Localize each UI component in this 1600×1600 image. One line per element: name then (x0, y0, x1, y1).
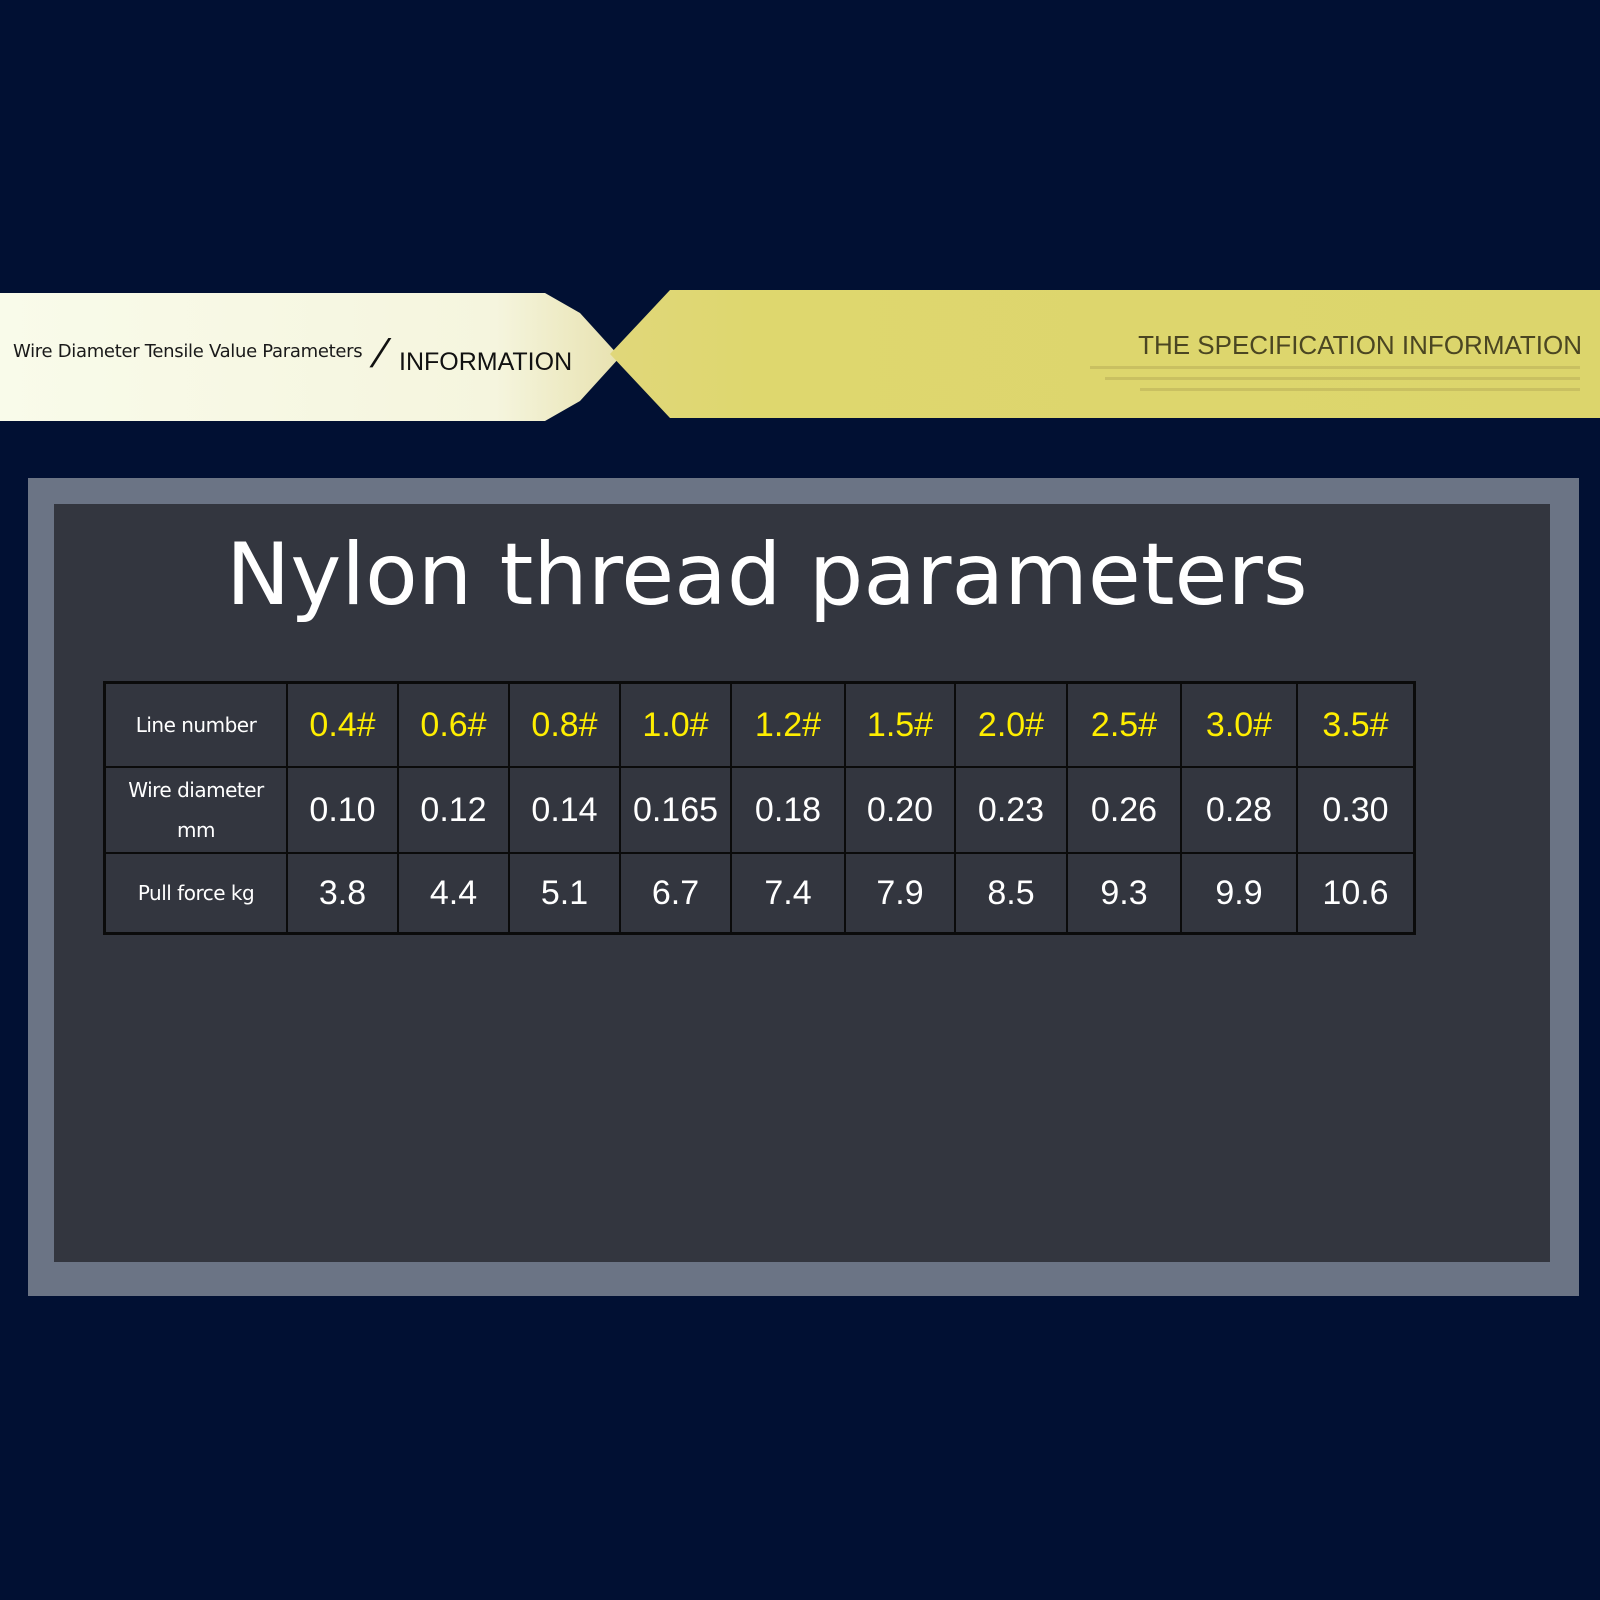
table-cell: 5.1 (508, 852, 621, 935)
table-cell: 1.5# (844, 681, 956, 768)
table-cell: 2.5# (1066, 681, 1182, 768)
banner-fine-print (1090, 366, 1580, 369)
table-cell: 0.14 (508, 766, 621, 854)
table-cell: 8.5 (954, 852, 1068, 935)
table-cell: 0.23 (954, 766, 1068, 854)
banner-fine-print (1105, 377, 1580, 380)
table-cell: 3.5# (1296, 681, 1416, 768)
table-cell: 0.26 (1066, 766, 1182, 854)
table-row: Pull force kg 3.8 4.4 5.1 6.7 7.4 7.9 8.5 9.3 9.9… (103, 852, 1416, 935)
banner-ribbon-right (610, 290, 1600, 418)
banner-info: INFORMATION (399, 348, 573, 376)
table-cell: 0.20 (844, 766, 956, 854)
table-cell: 0.10 (286, 766, 399, 854)
row-label: Pull force kg (103, 852, 288, 935)
table-cell: 0.12 (397, 766, 510, 854)
row-label: Line number (103, 681, 288, 768)
table-cell: 1.2# (730, 681, 846, 768)
table-cell: 0.8# (508, 681, 621, 768)
table-cell: 0.28 (1180, 766, 1298, 854)
table-cell: 7.9 (844, 852, 956, 935)
table-cell: 0.30 (1296, 766, 1416, 854)
page-title: Nylon thread parameters (226, 525, 1308, 625)
table-cell: 7.4 (730, 852, 846, 935)
table-row: Line number 0.4# 0.6# 0.8# 1.0# 1.2# 1.5# 2.0# 2… (103, 681, 1416, 768)
banner-fine-print (1140, 388, 1580, 391)
table-cell: 1.0# (619, 681, 732, 768)
table-cell: 9.3 (1066, 852, 1182, 935)
table-cell: 2.0# (954, 681, 1068, 768)
table-cell: 9.9 (1180, 852, 1298, 935)
table-cell: 4.4 (397, 852, 510, 935)
banner-subtitle: Wire Diameter Tensile Value Parameters (13, 341, 363, 362)
row-label: Wire diameter mm (103, 766, 288, 854)
table-cell: 3.8 (286, 852, 399, 935)
table-row: Wire diameter mm 0.10 0.12 0.14 0.165 0.18 0.2… (103, 766, 1416, 854)
table-cell: 0.4# (286, 681, 399, 768)
table-cell: 0.6# (397, 681, 510, 768)
parameters-table: Line number 0.4# 0.6# 0.8# 1.0# 1.2# 1.5# 2.0# 2… (103, 681, 1416, 935)
table-cell: 0.18 (730, 766, 846, 854)
banner-spec-title: THE SPECIFICATION INFORMATION (1138, 330, 1582, 360)
table-cell: 0.165 (619, 766, 732, 854)
table-cell: 3.0# (1180, 681, 1298, 768)
banner-ribbon-left (0, 293, 620, 421)
table-cell: 10.6 (1296, 852, 1416, 935)
table-cell: 6.7 (619, 852, 732, 935)
